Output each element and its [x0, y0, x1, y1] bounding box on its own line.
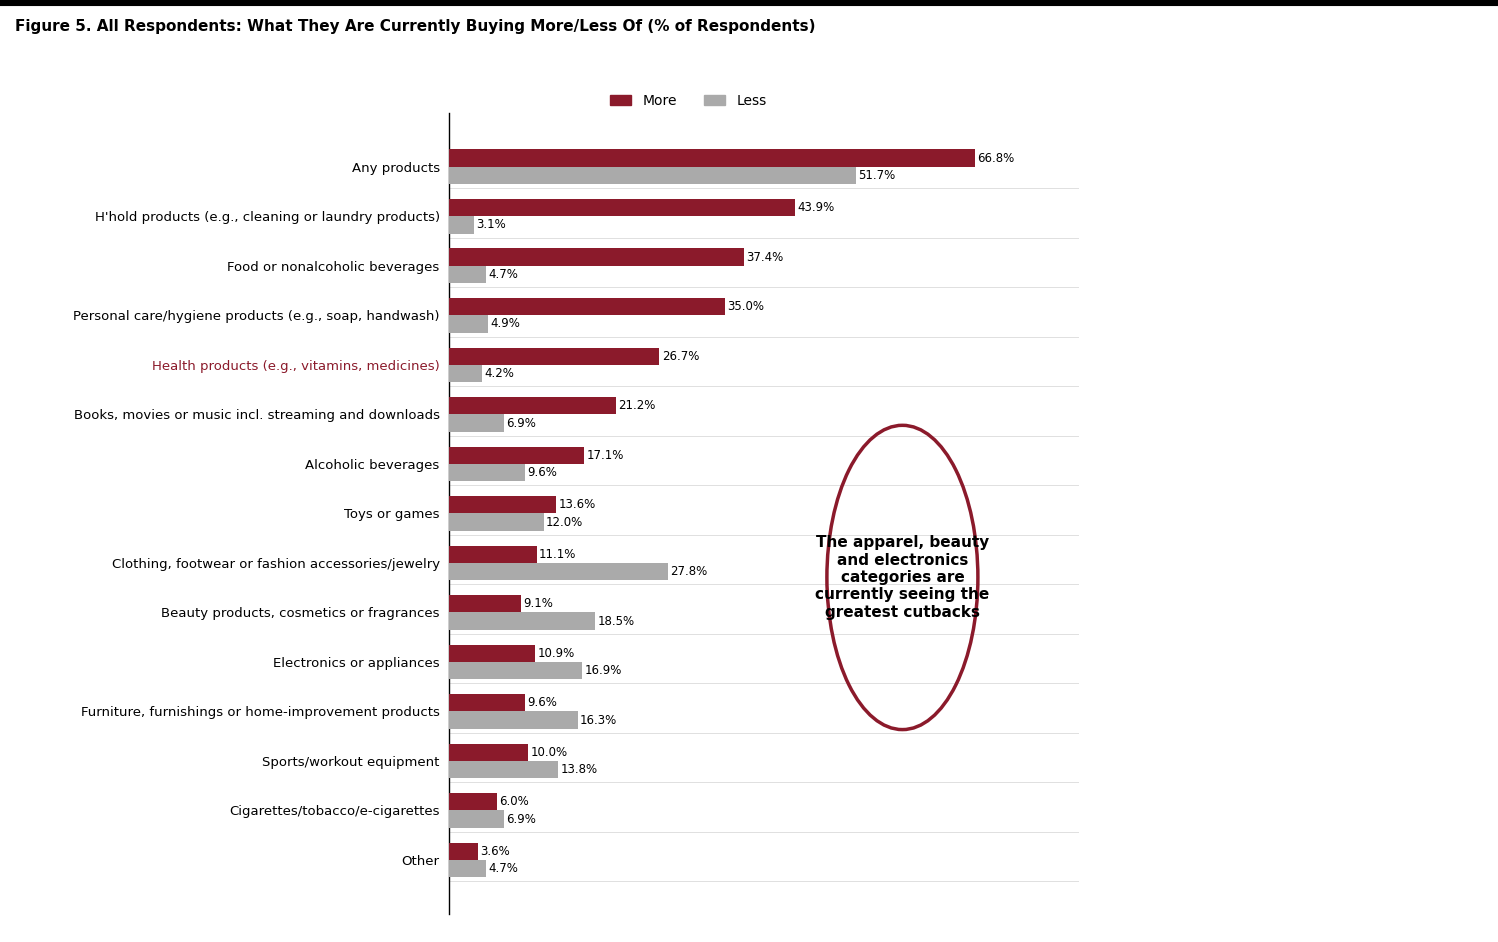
Bar	[449, 447, 584, 463]
Text: 10.9%: 10.9%	[538, 647, 575, 659]
Bar	[449, 563, 668, 580]
Text: Figure 5. All Respondents: What They Are Currently Buying More/Less Of (% of Res: Figure 5. All Respondents: What They Are…	[15, 19, 815, 34]
Bar	[449, 545, 536, 563]
Text: 17.1%: 17.1%	[586, 448, 623, 462]
Text: 13.6%: 13.6%	[559, 498, 596, 512]
Bar	[449, 761, 557, 778]
Text: 27.8%: 27.8%	[671, 565, 707, 578]
Text: 51.7%: 51.7%	[858, 169, 896, 182]
Text: 10.0%: 10.0%	[530, 746, 568, 759]
Text: 3.6%: 3.6%	[479, 845, 509, 858]
Bar	[449, 217, 473, 234]
Text: 3.1%: 3.1%	[476, 219, 506, 232]
Text: 21.2%: 21.2%	[619, 399, 656, 413]
Text: 18.5%: 18.5%	[598, 614, 634, 627]
Bar	[449, 743, 527, 761]
Bar	[449, 365, 482, 382]
Text: 43.9%: 43.9%	[797, 202, 834, 214]
Bar	[449, 843, 478, 860]
Text: 9.1%: 9.1%	[523, 597, 553, 610]
Text: 4.7%: 4.7%	[488, 862, 518, 875]
Text: 4.9%: 4.9%	[490, 317, 520, 331]
Text: 4.7%: 4.7%	[488, 268, 518, 281]
Text: 16.9%: 16.9%	[584, 664, 622, 677]
Bar	[449, 694, 524, 711]
Text: The apparel, beauty
and electronics
categories are
currently seeing the
greatest: The apparel, beauty and electronics cate…	[815, 535, 990, 620]
Bar	[449, 249, 743, 266]
Text: 66.8%: 66.8%	[977, 152, 1014, 165]
Bar	[449, 150, 975, 167]
Bar	[449, 644, 535, 662]
Bar	[449, 612, 595, 630]
Bar	[449, 199, 794, 217]
Text: 13.8%: 13.8%	[560, 763, 598, 776]
Bar	[449, 496, 556, 513]
Text: 9.6%: 9.6%	[527, 696, 557, 709]
Bar	[449, 595, 521, 612]
Bar	[449, 793, 496, 810]
Bar	[449, 810, 503, 828]
Bar	[449, 711, 578, 729]
Text: 37.4%: 37.4%	[746, 251, 783, 264]
Bar	[449, 316, 488, 333]
Bar	[449, 463, 524, 481]
Text: 16.3%: 16.3%	[580, 714, 617, 726]
Text: 6.0%: 6.0%	[499, 795, 529, 808]
Text: 6.9%: 6.9%	[506, 416, 536, 430]
Bar	[449, 298, 725, 316]
Text: 6.9%: 6.9%	[506, 813, 536, 825]
Bar	[449, 397, 616, 414]
Text: 35.0%: 35.0%	[727, 300, 764, 313]
Text: 26.7%: 26.7%	[662, 349, 700, 363]
Bar	[449, 348, 659, 365]
Bar	[449, 513, 544, 530]
Bar	[449, 167, 855, 184]
Text: 12.0%: 12.0%	[547, 515, 583, 528]
Legend: More, Less: More, Less	[605, 88, 773, 113]
Text: 9.6%: 9.6%	[527, 466, 557, 479]
Bar	[449, 860, 487, 877]
Bar	[449, 414, 503, 431]
Bar	[449, 266, 487, 284]
Bar	[449, 662, 583, 679]
Text: 4.2%: 4.2%	[485, 367, 515, 380]
Text: 11.1%: 11.1%	[539, 547, 577, 560]
